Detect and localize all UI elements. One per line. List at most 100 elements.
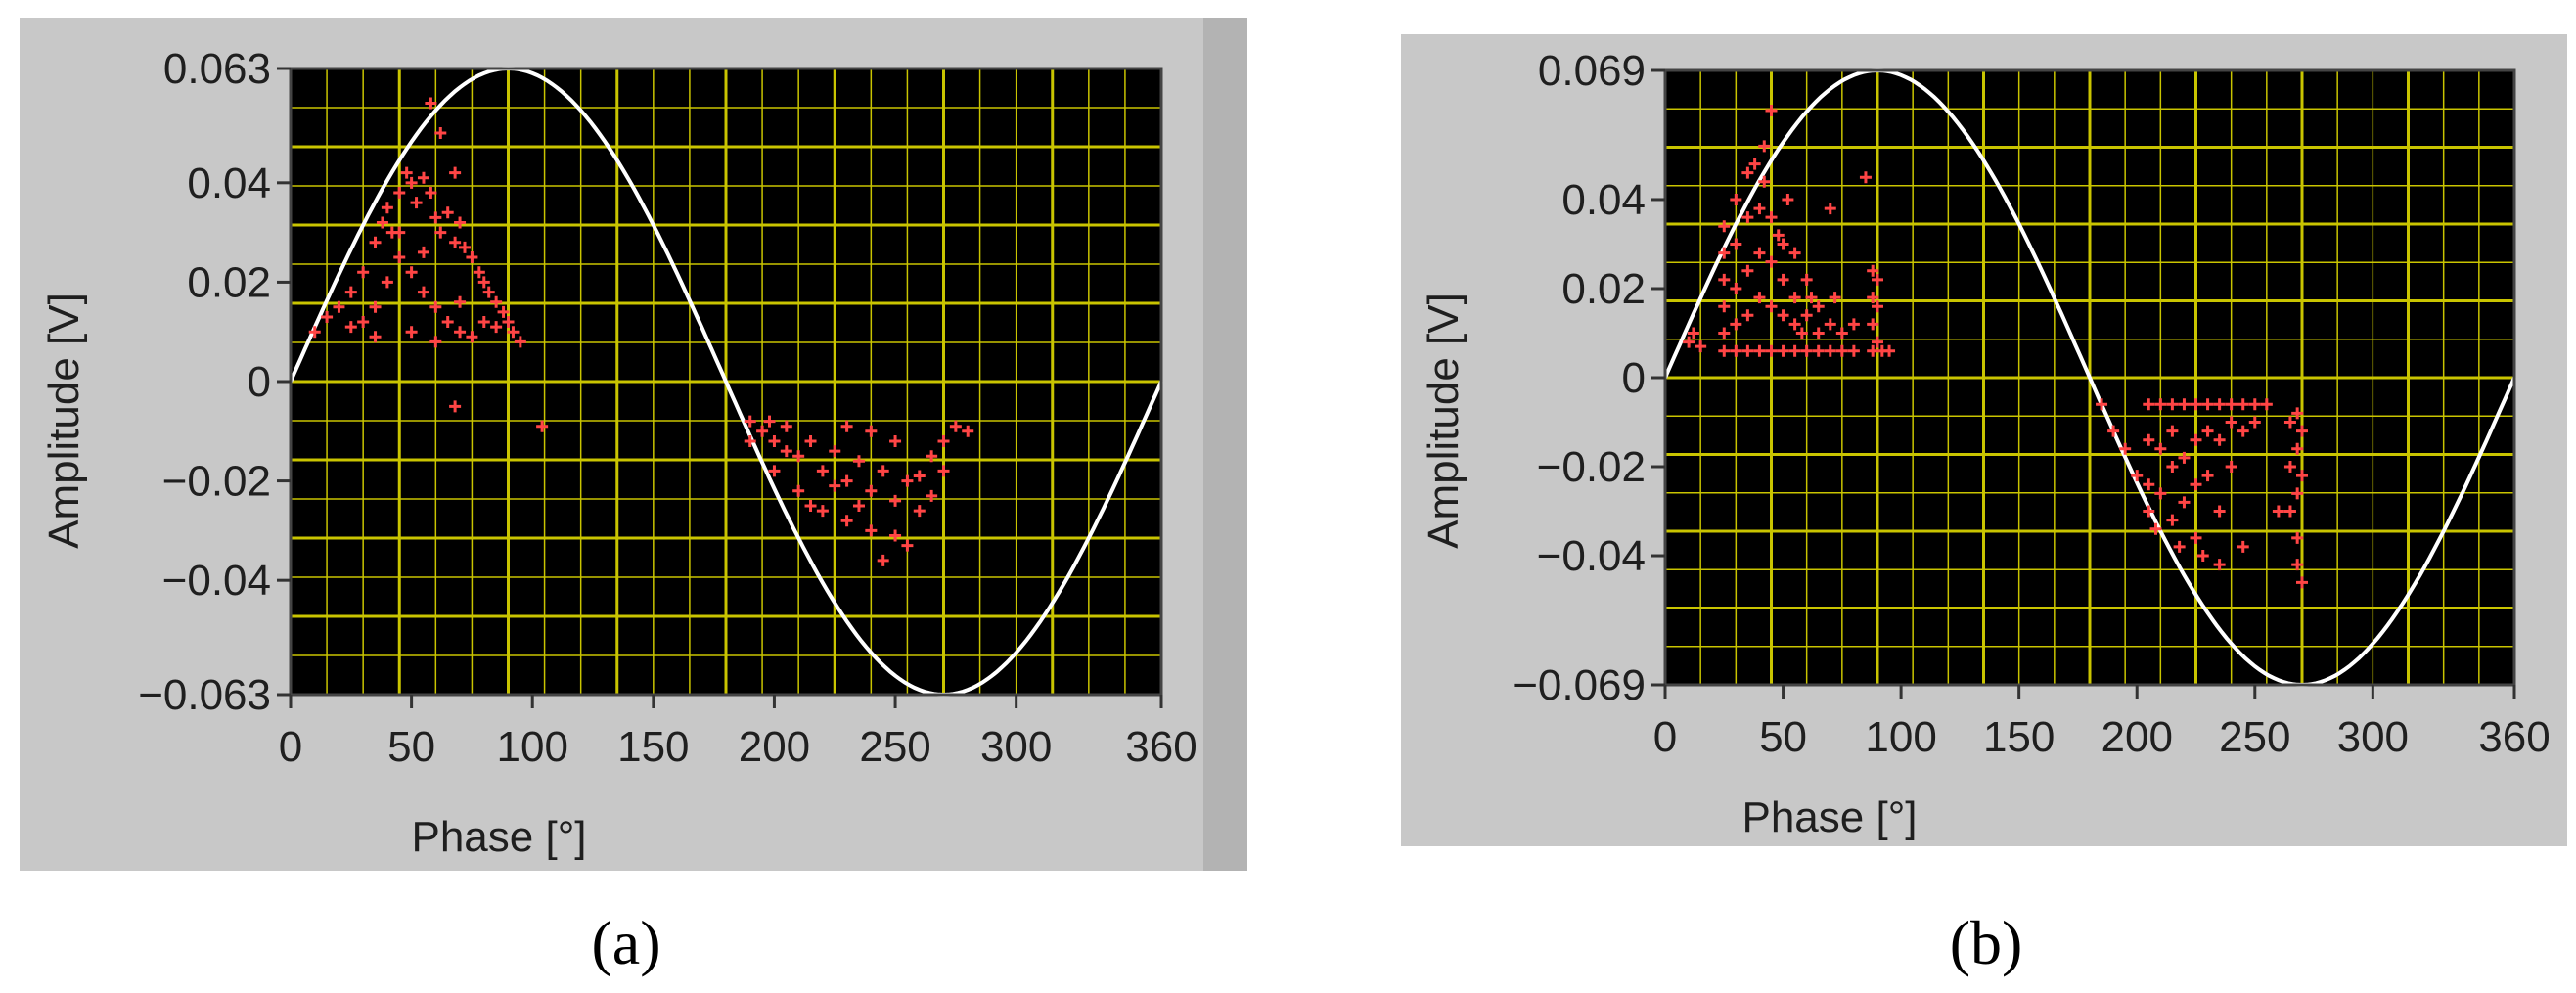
data-point bbox=[1765, 211, 1778, 224]
data-point bbox=[1805, 292, 1818, 304]
data-point bbox=[2154, 442, 2167, 455]
data-point bbox=[357, 316, 370, 329]
data-point bbox=[454, 295, 467, 308]
data-point bbox=[449, 166, 462, 179]
data-point bbox=[2260, 398, 2273, 411]
data-point bbox=[369, 300, 382, 313]
data-point bbox=[2296, 470, 2308, 482]
data-point bbox=[1800, 273, 1813, 286]
data-point bbox=[780, 420, 792, 432]
data-point bbox=[1788, 344, 1801, 357]
data-point bbox=[2225, 398, 2237, 411]
data-point bbox=[816, 505, 829, 518]
panel-caption-a: (a) bbox=[591, 908, 660, 977]
y-axis-title: Amplitude [V] bbox=[1420, 293, 1468, 549]
y-tick-label: 0.063 bbox=[163, 45, 271, 93]
data-point bbox=[321, 310, 334, 323]
data-point bbox=[1788, 318, 1801, 331]
data-point bbox=[840, 474, 853, 487]
x-tick-label: 200 bbox=[2101, 713, 2173, 761]
x-tick-label: 300 bbox=[2337, 713, 2409, 761]
data-point bbox=[1753, 292, 1766, 304]
data-point bbox=[2107, 425, 2120, 437]
data-point bbox=[744, 415, 756, 428]
data-point bbox=[536, 420, 549, 432]
data-point bbox=[2291, 407, 2304, 420]
data-point bbox=[2283, 461, 2296, 474]
data-point bbox=[2154, 398, 2167, 411]
data-point bbox=[1730, 193, 1742, 205]
caption-text: (a) bbox=[591, 908, 660, 977]
data-point bbox=[1824, 344, 1836, 357]
caption-text: (b) bbox=[1950, 908, 2023, 977]
data-point bbox=[1772, 229, 1785, 242]
data-point bbox=[1835, 344, 1848, 357]
data-point bbox=[507, 326, 520, 339]
data-point bbox=[2178, 496, 2191, 509]
data-point bbox=[901, 474, 914, 487]
data-point bbox=[1730, 344, 1742, 357]
data-point bbox=[913, 470, 926, 482]
data-point bbox=[1788, 292, 1801, 304]
data-point bbox=[1765, 255, 1778, 268]
chart-panel-b: 0 50 100 150 200 250 300 360 0.069 0.04 0.02 0 −0.02… bbox=[1401, 34, 2567, 977]
data-point bbox=[2143, 505, 2155, 518]
data-point bbox=[1730, 282, 1742, 294]
data-point bbox=[1872, 336, 1883, 348]
data-point bbox=[449, 400, 462, 413]
data-point bbox=[1824, 203, 1836, 215]
data-point bbox=[889, 494, 902, 507]
data-point bbox=[429, 211, 442, 224]
data-points bbox=[1683, 104, 2308, 589]
data-point bbox=[1800, 344, 1813, 357]
data-point bbox=[1753, 344, 1766, 357]
data-point bbox=[2291, 559, 2304, 571]
data-point bbox=[434, 127, 447, 140]
data-point bbox=[1777, 309, 1789, 322]
data-point bbox=[1777, 344, 1789, 357]
data-point bbox=[417, 171, 429, 184]
data-point bbox=[2178, 451, 2191, 464]
data-points bbox=[308, 97, 974, 566]
data-point bbox=[405, 326, 418, 339]
data-point bbox=[1835, 327, 1848, 339]
data-point bbox=[2166, 398, 2179, 411]
data-point bbox=[357, 266, 370, 279]
data-point bbox=[425, 186, 437, 199]
data-point bbox=[763, 415, 776, 428]
data-point bbox=[1867, 264, 1879, 277]
data-point bbox=[926, 489, 938, 502]
data-point bbox=[333, 300, 345, 313]
panel-caption-b: (b) bbox=[1950, 908, 2023, 977]
data-point bbox=[417, 286, 429, 298]
data-point bbox=[425, 97, 437, 110]
data-point bbox=[1847, 344, 1860, 357]
data-point bbox=[2296, 576, 2308, 589]
data-point bbox=[2283, 505, 2296, 518]
y-tick-label: −0.069 bbox=[1513, 661, 1646, 709]
data-point bbox=[393, 186, 406, 199]
data-point bbox=[2296, 425, 2308, 437]
data-point bbox=[410, 197, 423, 209]
x-tick-label: 150 bbox=[617, 723, 689, 771]
data-point bbox=[877, 554, 889, 566]
x-tick-label: 250 bbox=[859, 723, 930, 771]
data-point bbox=[441, 316, 454, 329]
data-point bbox=[877, 465, 889, 477]
x-tick-label: 0 bbox=[279, 723, 302, 771]
data-point bbox=[490, 295, 503, 308]
data-point bbox=[459, 241, 471, 253]
data-point bbox=[1741, 264, 1754, 277]
data-point bbox=[369, 236, 382, 248]
data-point bbox=[865, 484, 878, 497]
data-point bbox=[1741, 309, 1754, 322]
y-tick-label: 0.02 bbox=[1561, 265, 1646, 313]
data-point bbox=[2213, 433, 2226, 446]
data-point bbox=[913, 505, 926, 518]
data-point bbox=[1741, 211, 1754, 224]
data-point bbox=[2119, 442, 2132, 455]
plot-area: 0 50 100 150 200 250 300 360 0.063 0.04 0.02 0 −0.02… bbox=[138, 45, 1198, 771]
data-point bbox=[441, 206, 454, 219]
data-point bbox=[2178, 398, 2191, 411]
data-point bbox=[780, 445, 792, 458]
